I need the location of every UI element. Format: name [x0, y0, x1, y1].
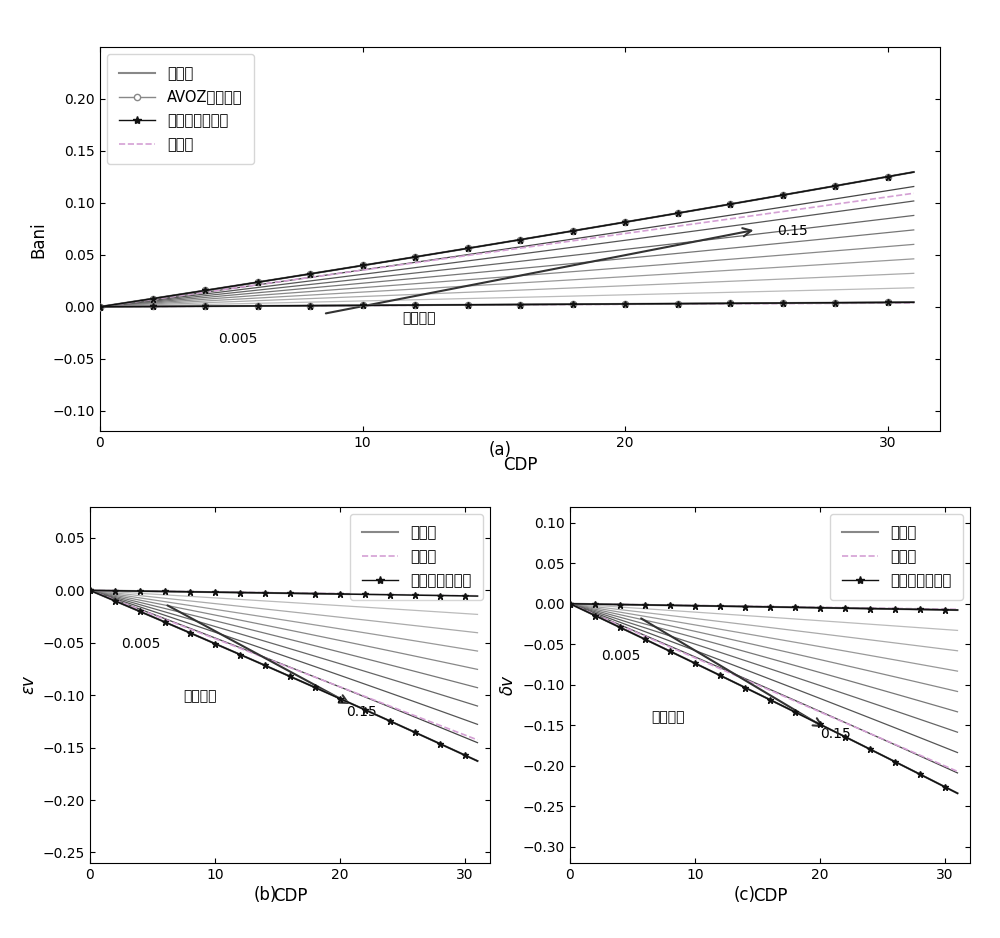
Legend: 理论值, 初始值, 非线性反演结果: 理论值, 初始值, 非线性反演结果 [350, 514, 483, 599]
Text: 裂缝密度: 裂缝密度 [651, 710, 685, 724]
X-axis label: CDP: CDP [503, 456, 537, 474]
Text: 0.005: 0.005 [218, 332, 258, 346]
Text: (c): (c) [734, 886, 756, 904]
Text: 0.15: 0.15 [820, 727, 851, 741]
Y-axis label: δv: δv [499, 674, 517, 695]
Text: 0.15: 0.15 [777, 224, 808, 238]
Text: 裂缝密度: 裂缝密度 [184, 689, 217, 704]
X-axis label: CDP: CDP [273, 887, 307, 905]
X-axis label: CDP: CDP [753, 887, 787, 905]
Legend: 理论值, AVOZ反演结果, 非线性反演结果, 初始值: 理论值, AVOZ反演结果, 非线性反演结果, 初始值 [107, 54, 254, 164]
Text: 裂缝密度: 裂缝密度 [402, 311, 435, 325]
Text: 0.005: 0.005 [121, 637, 161, 651]
Y-axis label: Bani: Bani [29, 220, 47, 258]
Y-axis label: εv: εv [19, 675, 37, 694]
Text: (b): (b) [253, 886, 277, 904]
Text: 0.005: 0.005 [601, 649, 641, 663]
Legend: 理论值, 初始值, 非线性反演结果: 理论值, 初始值, 非线性反演结果 [830, 514, 963, 599]
Text: (a): (a) [488, 441, 512, 459]
Text: 0.15: 0.15 [346, 704, 377, 719]
